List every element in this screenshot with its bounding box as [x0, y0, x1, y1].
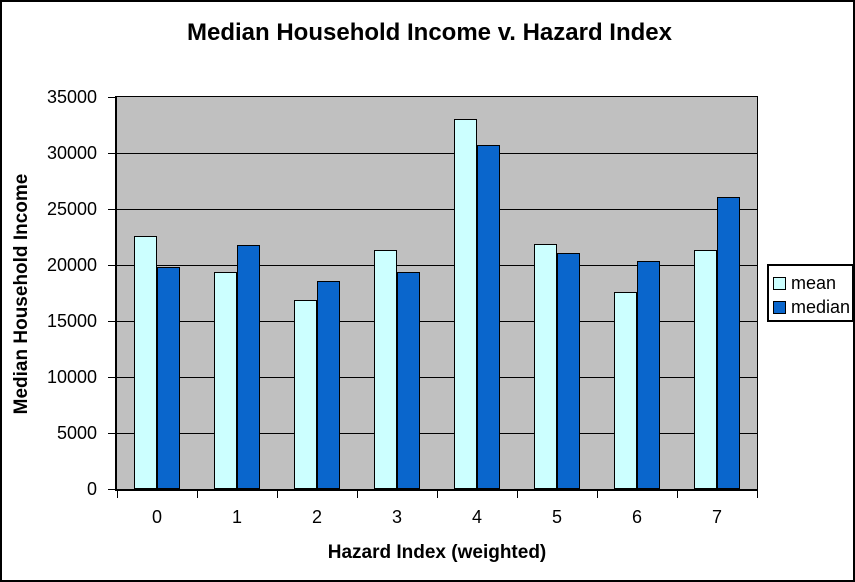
bar-mean-4: [454, 119, 477, 489]
bar-mean-5: [534, 244, 557, 489]
x-axis-tick: [517, 491, 518, 498]
legend-label-median: median: [791, 297, 851, 317]
bar-median-3: [397, 272, 420, 489]
y-tick-label: 0: [86, 479, 97, 499]
x-axis-tick: [117, 491, 118, 498]
legend-swatch-mean: [773, 276, 786, 290]
y-tick-label: 10000: [46, 367, 97, 387]
bar-median-7: [717, 197, 740, 489]
x-tick-label: 5: [551, 507, 562, 527]
x-tick-label: 1: [231, 507, 242, 527]
x-tick-label: 4: [471, 507, 482, 527]
gridline: [117, 153, 757, 154]
x-tick-label: 0: [151, 507, 162, 527]
bar-mean-2: [294, 300, 317, 489]
x-axis-tick: [277, 491, 278, 498]
y-tick-label: 20000: [46, 255, 97, 275]
bar-mean-1: [214, 272, 237, 489]
bar-mean-6: [614, 292, 637, 489]
y-axis-title: Median Household Income: [11, 173, 32, 415]
x-tick-label: 6: [631, 507, 642, 527]
bar-median-1: [237, 245, 260, 489]
bar-median-0: [157, 267, 180, 489]
legend-swatch-median: [773, 300, 786, 314]
legend-label-mean: mean: [791, 273, 837, 293]
x-axis-tick: [437, 491, 438, 498]
bar-median-2: [317, 281, 340, 489]
legend-item-mean: mean: [773, 271, 852, 295]
bar-median-4: [477, 145, 500, 489]
bar-median-5: [557, 253, 580, 489]
gridline: [117, 321, 757, 322]
x-axis-tick: [197, 491, 198, 498]
bar-mean-7: [694, 250, 717, 489]
gridline: [117, 377, 757, 378]
bar-mean-0: [134, 236, 157, 489]
y-axis-tick: [108, 209, 115, 210]
legend-item-median: median: [773, 295, 852, 319]
plot-area: [115, 96, 758, 491]
x-axis-tick: [757, 491, 758, 498]
y-tick-label: 25000: [46, 199, 97, 219]
legend: mean median: [767, 264, 853, 322]
y-axis-tick: [108, 433, 115, 434]
x-axis-tick: [677, 491, 678, 498]
x-axis-tick: [357, 491, 358, 498]
y-tick-label: 30000: [46, 143, 97, 163]
gridline: [117, 265, 757, 266]
gridline: [117, 209, 757, 210]
bar-median-6: [637, 261, 660, 489]
y-axis-tick: [108, 377, 115, 378]
x-axis-tick: [597, 491, 598, 498]
chart-title: Median Household Income v. Hazard Index: [187, 19, 672, 46]
bar-mean-3: [374, 250, 397, 489]
gridline: [117, 433, 757, 434]
y-axis-tick: [108, 97, 115, 98]
x-axis-title: Hazard Index (weighted): [327, 542, 547, 563]
y-axis-tick: [108, 153, 115, 154]
x-tick-label: 3: [391, 507, 402, 527]
x-tick-label: 7: [711, 507, 722, 527]
y-axis-tick: [108, 489, 115, 490]
y-tick-label: 35000: [46, 87, 97, 107]
y-tick-label: 5000: [56, 423, 97, 443]
x-tick-label: 2: [311, 507, 322, 527]
y-axis-tick: [108, 321, 115, 322]
y-tick-label: 15000: [46, 311, 97, 331]
y-axis-tick: [108, 265, 115, 266]
